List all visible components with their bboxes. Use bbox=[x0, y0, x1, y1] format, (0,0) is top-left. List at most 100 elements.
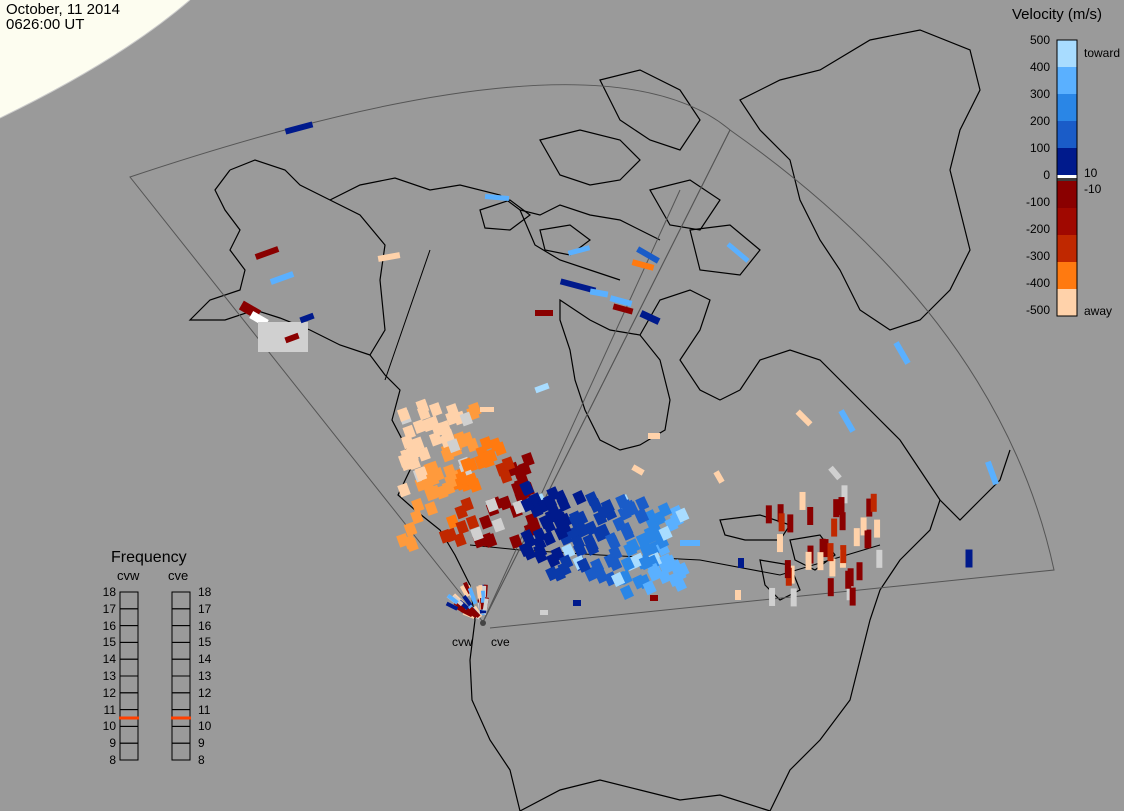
velocity-cell bbox=[573, 600, 581, 606]
velocity-cell bbox=[554, 525, 569, 541]
frequency-gauge-cell bbox=[119, 658, 139, 677]
frequency-gauge-cell bbox=[171, 742, 191, 761]
frequency-tick-label: 18 bbox=[198, 585, 212, 599]
velocity-cell bbox=[738, 558, 744, 568]
velocity-cell bbox=[465, 514, 480, 530]
velocity-cell bbox=[299, 312, 315, 324]
frequency-gauge-cell bbox=[171, 658, 191, 677]
velocity-cell bbox=[827, 578, 834, 597]
velocity-cell bbox=[520, 497, 535, 513]
frequency-tick-label: 11 bbox=[198, 702, 211, 717]
colorbar-away-label: away bbox=[1084, 304, 1113, 318]
velocity-cell bbox=[518, 461, 532, 477]
velocity-cell bbox=[258, 322, 308, 352]
colorbar-tick-label: -500 bbox=[1025, 303, 1050, 317]
velocity-cell bbox=[488, 437, 503, 453]
velocity-cell bbox=[284, 121, 314, 135]
velocity-cells bbox=[238, 121, 999, 620]
frequency-tick-label: 14 bbox=[198, 652, 212, 667]
velocity-cell bbox=[426, 415, 440, 431]
frequency-gauge-cell bbox=[119, 742, 139, 761]
velocity-cell bbox=[485, 497, 499, 513]
velocity-cell bbox=[876, 549, 883, 568]
velocity-cell bbox=[483, 533, 498, 548]
velocity-cell bbox=[817, 552, 824, 571]
velocity-cell bbox=[860, 517, 867, 536]
frequency-tick-label: 10 bbox=[102, 719, 116, 734]
velocity-cell bbox=[459, 585, 470, 598]
velocity-cell bbox=[619, 584, 635, 600]
velocity-cell bbox=[445, 601, 459, 611]
frequency-gauges bbox=[119, 591, 191, 761]
velocity-cell bbox=[636, 246, 660, 264]
velocity-cell bbox=[822, 539, 829, 558]
velocity-cell bbox=[648, 433, 660, 439]
velocity-cell bbox=[541, 530, 556, 546]
frequency-gauge-cell bbox=[171, 641, 191, 660]
velocity-cell bbox=[828, 465, 842, 481]
colorbar-tick-label: 100 bbox=[1029, 141, 1050, 155]
velocity-cell bbox=[571, 534, 586, 551]
velocity-cell bbox=[559, 278, 597, 294]
velocity-cell bbox=[735, 590, 741, 600]
frequency-tick-label: 17 bbox=[198, 601, 212, 616]
frequency-tick-label: 13 bbox=[198, 669, 212, 683]
velocity-cell bbox=[841, 485, 848, 504]
velocity-cell bbox=[467, 587, 476, 601]
velocity-cell bbox=[470, 526, 484, 542]
frequency-gauge-cell bbox=[119, 692, 139, 711]
velocity-cell bbox=[446, 438, 461, 454]
velocity-cell bbox=[411, 497, 425, 513]
frequency-gauge-cell bbox=[171, 692, 191, 711]
velocity-cell bbox=[680, 540, 700, 546]
velocity-cell bbox=[520, 481, 535, 497]
velocity-cell bbox=[254, 246, 280, 260]
velocity-cell bbox=[455, 470, 469, 486]
velocity-cell bbox=[568, 510, 583, 526]
velocity-cell bbox=[498, 495, 513, 511]
velocity-cell bbox=[652, 510, 667, 526]
velocity-cell bbox=[632, 574, 647, 590]
colorbar-tick-label: 200 bbox=[1029, 114, 1050, 128]
colorbar-title: Velocity (m/s) bbox=[1012, 6, 1103, 23]
velocity-cell bbox=[561, 543, 576, 559]
velocity-cell bbox=[849, 587, 856, 606]
velocity-cell bbox=[790, 588, 797, 607]
velocity-cell bbox=[491, 517, 506, 533]
frequency-gauge-cell bbox=[119, 591, 139, 610]
velocity-cell bbox=[769, 587, 776, 606]
velocity-cell bbox=[853, 528, 860, 547]
frequency-gauge-cell bbox=[171, 675, 191, 694]
colorbar-inner-label-neg: -10 bbox=[1084, 182, 1102, 196]
velocity-cell bbox=[397, 482, 411, 498]
velocity-cell bbox=[484, 193, 510, 202]
velocity-cell bbox=[478, 514, 493, 530]
velocity-colorbar bbox=[1056, 39, 1078, 317]
frequency-tick-label: 12 bbox=[198, 685, 212, 700]
velocity-cell bbox=[396, 407, 411, 422]
frequency-title: Frequency bbox=[111, 549, 187, 566]
velocity-cell bbox=[985, 460, 999, 486]
velocity-cell bbox=[377, 252, 401, 262]
frequency-tick-label: 13 bbox=[102, 669, 116, 683]
velocity-cell bbox=[713, 470, 725, 484]
velocity-cell bbox=[642, 580, 657, 596]
velocity-cell bbox=[831, 518, 838, 537]
velocity-cell bbox=[893, 341, 911, 365]
velocity-cell bbox=[469, 606, 481, 619]
velocity-cell bbox=[626, 538, 641, 554]
frequency-tick-label: 14 bbox=[102, 652, 116, 667]
velocity-cell bbox=[542, 493, 558, 509]
velocity-cell bbox=[845, 570, 852, 589]
velocity-cell bbox=[403, 522, 418, 537]
velocity-cell bbox=[639, 310, 661, 325]
colorbar-inner-label-pos: 10 bbox=[1084, 166, 1098, 180]
velocity-cell bbox=[838, 497, 845, 516]
frequency-tick-label: 8 bbox=[198, 753, 205, 767]
velocity-cell bbox=[765, 505, 772, 524]
frequency-gauge-cell bbox=[171, 725, 191, 744]
velocity-cell bbox=[650, 595, 658, 601]
colorbar-tick-label: 300 bbox=[1029, 87, 1050, 101]
velocity-cell bbox=[795, 409, 813, 427]
velocity-cell bbox=[778, 513, 785, 532]
